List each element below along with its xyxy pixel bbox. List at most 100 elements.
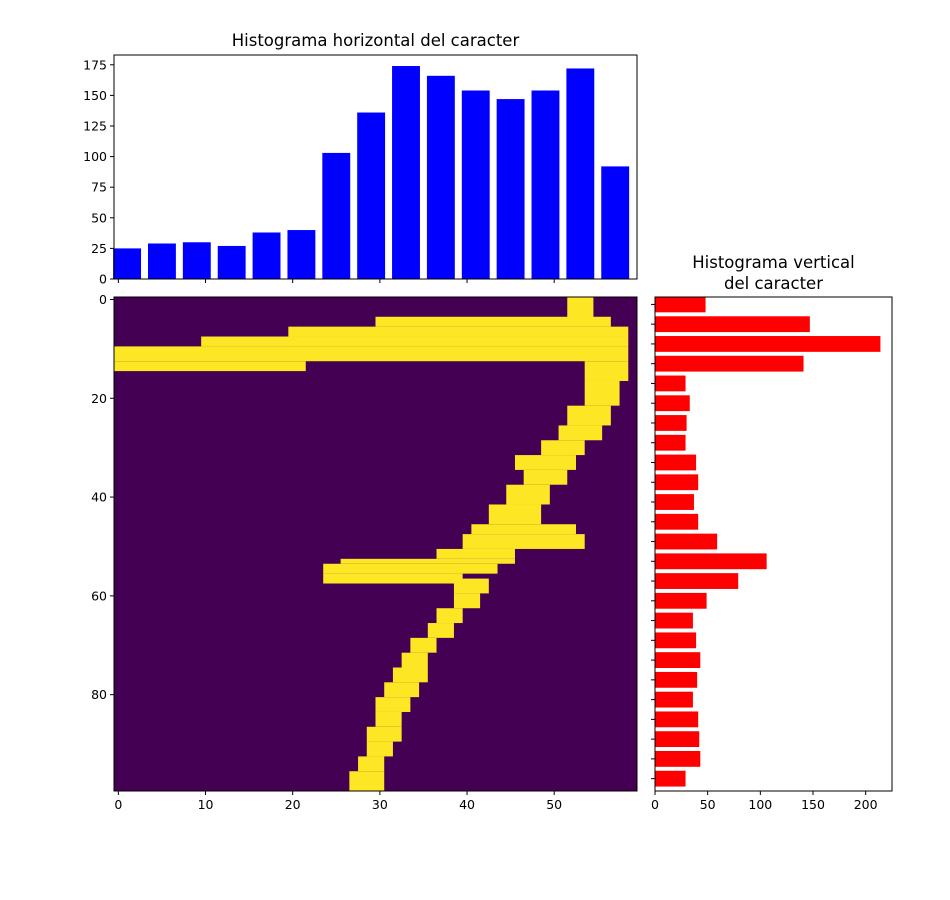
character-image-frame [113, 296, 638, 792]
horizontal-histogram-title: Histograma horizontal del caracter [232, 31, 520, 50]
stroke-segment [436, 548, 515, 559]
vertical-histogram-bar [655, 513, 699, 530]
vertical-histogram-bar [655, 474, 699, 491]
vertical-histogram-bar [655, 415, 687, 431]
vertical-histogram-bar [655, 336, 881, 352]
stroke-segment [375, 697, 411, 712]
vertical-histogram-bar [655, 612, 693, 629]
vertical-histogram-bar [655, 573, 739, 589]
y-tick-label: 50 [91, 210, 107, 225]
horizontal-histogram-frame [113, 54, 638, 280]
stroke-segment [114, 361, 306, 372]
stroke-segment [567, 405, 611, 426]
horizontal-histogram-y-ticks: 0 25 50 75 100 125 150 175 [83, 57, 114, 287]
stroke-segment [427, 623, 454, 638]
stroke-segment [584, 361, 629, 381]
vertical-histogram-bar [655, 731, 700, 748]
stroke-segment [558, 425, 603, 441]
y-tick-label: 25 [91, 241, 107, 256]
stroke-segment [462, 534, 585, 549]
stroke-segment [349, 771, 385, 791]
stroke-segment [392, 667, 428, 683]
vertical-histogram-bar [655, 671, 698, 688]
horizontal-histogram-bar [322, 152, 351, 279]
y-tick-label: 150 [83, 88, 107, 103]
stroke-segment [366, 741, 393, 757]
stroke-segment [375, 711, 402, 727]
vertical-histogram-bar [655, 750, 701, 767]
vertical-histogram-bar [655, 375, 686, 392]
y-tick-label: 60 [91, 588, 107, 603]
vertical-histogram-bar [655, 632, 697, 649]
horizontal-histogram-bar [601, 166, 630, 279]
stroke-segment [584, 380, 620, 406]
x-tick-label: 20 [285, 797, 301, 812]
vertical-histogram-bar [655, 553, 767, 570]
horizontal-histogram-bar [148, 243, 176, 279]
x-tick-label: 100 [748, 797, 772, 812]
x-tick-label: 40 [459, 797, 475, 812]
horizontal-histogram-bar [461, 90, 490, 279]
vertical-histogram-panel: Histograma vertical del caracter 0 50 100 1… [651, 253, 893, 812]
character-image-y-ticks: 0 20 40 60 80 [91, 292, 114, 702]
vertical-histogram-bar [655, 711, 699, 728]
stroke-segment [436, 608, 463, 624]
stroke-segment [453, 578, 489, 594]
stroke-segment [340, 558, 515, 564]
horizontal-histogram-bar [531, 90, 560, 279]
horizontal-histogram-bar [566, 68, 595, 280]
stroke-segment [471, 524, 576, 535]
stroke-segment [384, 682, 420, 698]
stroke-segment [541, 440, 585, 456]
y-tick-label: 0 [99, 272, 107, 287]
horizontal-histogram-bar [252, 232, 281, 279]
character-image-x-ticks: 0 10 20 30 40 50 [114, 791, 562, 812]
vertical-histogram-bar [655, 395, 690, 412]
y-tick-label: 100 [83, 149, 107, 164]
stroke-segment [323, 573, 463, 584]
vertical-histogram-bar [655, 434, 686, 451]
y-tick-label: 125 [83, 118, 107, 133]
vertical-histogram-bar [655, 652, 701, 668]
stroke-segment [375, 316, 611, 327]
x-tick-label: 30 [372, 797, 388, 812]
vertical-histogram-bar [655, 691, 693, 708]
vertical-histogram-bar [655, 316, 810, 333]
horizontal-histogram-x-ticks [117, 279, 555, 283]
horizontal-histogram-bar [496, 99, 525, 279]
horizontal-histogram-bar [217, 245, 246, 279]
stroke-segment [288, 326, 629, 337]
vertical-histogram-bar [655, 592, 707, 609]
stroke-segment [523, 469, 568, 485]
vertical-histogram-bar [655, 770, 686, 787]
stroke-segment [506, 484, 550, 505]
stroke-segment [401, 652, 428, 668]
x-tick-label: 0 [114, 797, 122, 812]
y-tick-label: 175 [83, 57, 107, 72]
vertical-histogram-bar [655, 533, 718, 550]
vertical-histogram-y-ticks [651, 303, 655, 780]
vertical-histogram-frame [654, 296, 893, 792]
vertical-histogram-bar [655, 355, 804, 372]
horizontal-histogram-bar [182, 242, 211, 279]
horizontal-histogram-panel: Histograma horizontal del caracter 0 25 50… [83, 31, 638, 287]
stroke-segment [488, 504, 542, 525]
stroke-segment [114, 346, 629, 362]
vertical-histogram-title-line-2: del caracter [724, 274, 823, 293]
vertical-histogram-bar [655, 494, 694, 510]
horizontal-histogram-bar [426, 75, 455, 279]
vertical-histogram-bars [655, 296, 881, 787]
vertical-histogram-title-line-1: Histograma vertical [692, 253, 854, 272]
stroke-segment [358, 756, 385, 772]
stroke-segment [453, 593, 481, 609]
y-tick-label: 0 [99, 292, 107, 307]
y-tick-label: 80 [91, 687, 107, 702]
horizontal-histogram-bar [392, 66, 420, 280]
stroke-segment [323, 563, 498, 574]
horizontal-histogram-bar [357, 112, 386, 279]
stroke-segment [514, 455, 576, 470]
vertical-histogram-bar [655, 454, 697, 471]
stroke-segment [410, 637, 437, 653]
x-tick-label: 10 [198, 797, 214, 812]
